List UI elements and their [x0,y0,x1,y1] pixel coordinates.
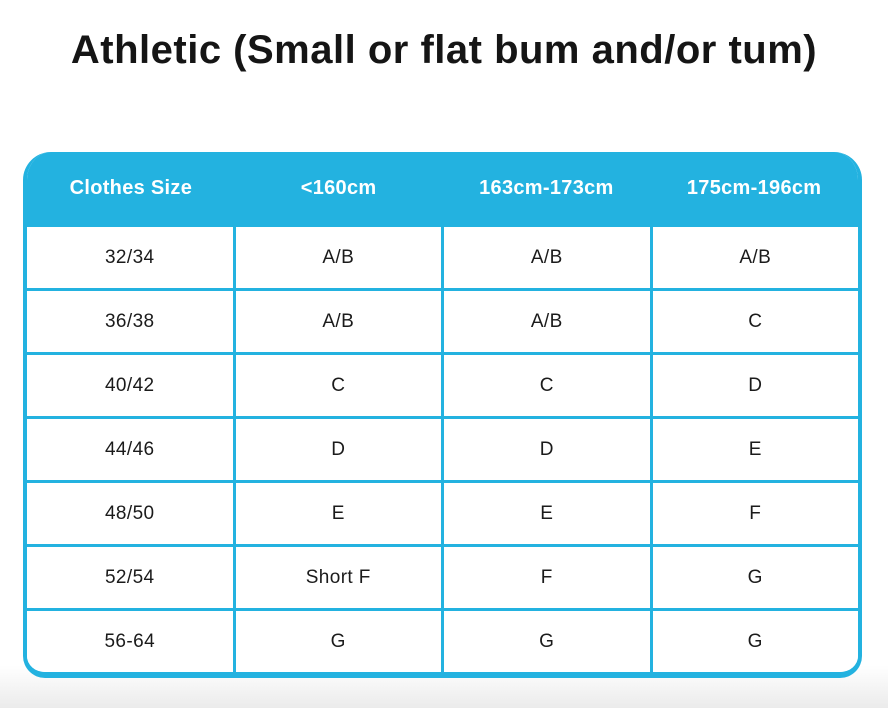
header-cell-height-under-160: <160cm [300,176,377,199]
row-label: 40/42 [104,374,155,396]
table-row: 40/42 C C D [27,352,858,416]
cell-value: E [441,483,650,544]
page-title: Athletic (Small or flat bum and/or tum) [70,28,818,72]
cell-value: C [441,355,650,416]
cell-value: D [232,419,442,480]
table-row: 56-64 G G G [27,608,858,672]
cell-value: D [649,355,859,416]
cell-value: F [441,547,650,608]
cell-value: A/B [441,291,650,352]
table-header-row: Clothes Size <160cm 163cm-173cm 175cm-19… [27,152,858,224]
table-row: 44/46 D D E [27,416,858,480]
header-cell-clothes-size: Clothes Size [69,176,193,199]
cell-value: A/B [232,291,442,352]
row-label: 48/50 [104,502,155,524]
cell-value: G [232,611,442,672]
cell-value: D [441,419,650,480]
row-label: 56-64 [104,630,156,652]
cell-value: C [232,355,442,416]
cell-value: G [441,611,650,672]
row-label: 52/54 [104,566,155,588]
cell-value: Short F [232,547,442,608]
row-label: 36/38 [104,310,155,332]
table-row: 36/38 A/B A/B C [27,288,858,352]
row-label: 44/46 [104,438,155,460]
cell-value: A/B [649,227,859,288]
header-cell-height-163-173: 163cm-173cm [479,176,614,199]
cell-value: G [649,547,859,608]
row-label: 32/34 [104,246,155,268]
cell-value: F [649,483,859,544]
header-cell-height-175-196: 175cm-196cm [686,176,822,199]
cell-value: A/B [441,227,650,288]
cell-value: C [649,291,859,352]
size-chart-table: Clothes Size <160cm 163cm-173cm 175cm-19… [23,152,862,678]
table-row: 48/50 E E F [27,480,858,544]
cell-value: E [232,483,442,544]
cell-value: E [649,419,859,480]
table-row: 52/54 Short F F G [27,544,858,608]
cell-value: A/B [232,227,442,288]
cell-value: G [649,611,859,672]
table-row: 32/34 A/B A/B A/B [27,224,858,288]
